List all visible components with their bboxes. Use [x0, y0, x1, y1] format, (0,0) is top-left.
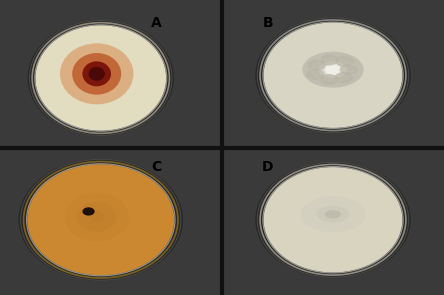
Text: C: C	[151, 160, 161, 174]
Ellipse shape	[264, 22, 402, 128]
Ellipse shape	[28, 20, 174, 136]
Ellipse shape	[27, 164, 174, 275]
Text: D: D	[262, 160, 274, 174]
Ellipse shape	[60, 43, 134, 104]
Ellipse shape	[83, 207, 95, 216]
Ellipse shape	[52, 183, 142, 251]
Ellipse shape	[300, 196, 366, 232]
Ellipse shape	[83, 61, 111, 86]
Ellipse shape	[89, 212, 104, 222]
Ellipse shape	[320, 55, 338, 65]
Ellipse shape	[19, 159, 183, 281]
Ellipse shape	[340, 64, 358, 75]
Ellipse shape	[335, 72, 353, 83]
Ellipse shape	[302, 52, 364, 88]
Ellipse shape	[27, 164, 166, 270]
Ellipse shape	[325, 64, 341, 75]
Ellipse shape	[255, 162, 411, 278]
Ellipse shape	[36, 25, 166, 131]
Ellipse shape	[307, 60, 326, 71]
Ellipse shape	[64, 193, 129, 241]
Ellipse shape	[255, 17, 411, 133]
Ellipse shape	[72, 53, 121, 95]
Text: B: B	[262, 16, 273, 30]
Ellipse shape	[306, 69, 325, 80]
Ellipse shape	[320, 74, 338, 85]
Ellipse shape	[264, 167, 402, 273]
Ellipse shape	[335, 56, 354, 67]
Ellipse shape	[88, 67, 105, 81]
Ellipse shape	[325, 210, 341, 218]
Ellipse shape	[77, 202, 117, 232]
Ellipse shape	[310, 57, 356, 82]
Ellipse shape	[319, 61, 347, 78]
Text: A: A	[151, 16, 161, 30]
Ellipse shape	[40, 174, 154, 260]
Ellipse shape	[317, 206, 349, 222]
